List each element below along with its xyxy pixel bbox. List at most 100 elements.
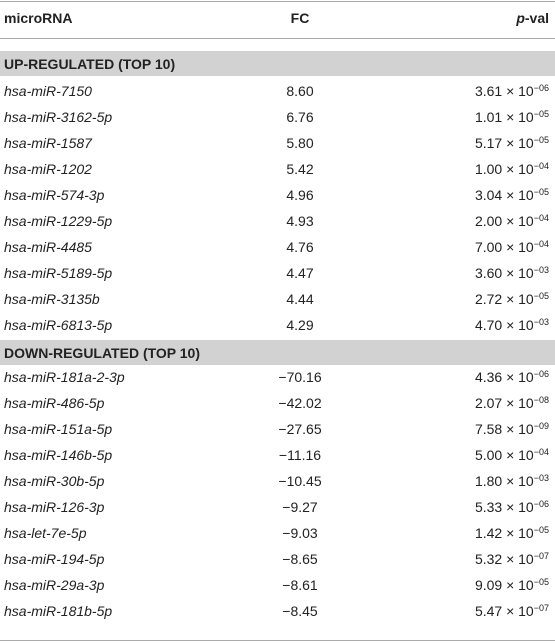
header-pval-italic: p bbox=[516, 10, 525, 26]
fold-change: 4.96 bbox=[286, 187, 314, 203]
microrna-name: hsa-miR-5189-5p bbox=[4, 265, 113, 281]
header-fc: FC bbox=[290, 10, 310, 26]
p-value: 4.70 × 10−03 bbox=[475, 315, 549, 335]
p-value-mantissa: 2.00 × 10 bbox=[474, 213, 534, 229]
p-value-exponent: −08 bbox=[533, 395, 549, 405]
p-value: 2.00 × 10−04 bbox=[475, 211, 549, 231]
microrna-name: hsa-miR-7150 bbox=[4, 83, 92, 99]
p-value: 1.80 × 10−03 bbox=[475, 471, 549, 491]
p-value-mantissa: 7.58 × 10 bbox=[474, 421, 534, 437]
p-value-exponent: −06 bbox=[533, 499, 549, 509]
p-value-mantissa: 7.00 × 10 bbox=[474, 239, 534, 255]
fold-change: −70.16 bbox=[278, 369, 322, 385]
p-value: 3.61 × 10−06 bbox=[475, 81, 549, 101]
p-value-exponent: −07 bbox=[533, 551, 549, 561]
p-value: 5.47 × 10−07 bbox=[475, 601, 549, 621]
p-value-exponent: −07 bbox=[533, 603, 549, 613]
p-value: 2.07 × 10−08 bbox=[475, 393, 549, 413]
p-value-mantissa: 5.32 × 10 bbox=[474, 551, 534, 567]
section-title: DOWN-REGULATED (TOP 10) bbox=[4, 345, 201, 361]
microrna-name: hsa-miR-181b-5p bbox=[4, 603, 113, 619]
header-pval-text: -val bbox=[524, 10, 549, 26]
p-value-exponent: −04 bbox=[533, 213, 549, 223]
p-value: 5.33 × 10−06 bbox=[475, 497, 549, 517]
p-value-mantissa: 3.04 × 10 bbox=[474, 187, 534, 203]
p-value: 4.36 × 10−06 bbox=[475, 367, 549, 387]
p-value-exponent: −03 bbox=[533, 317, 549, 327]
fold-change: −10.45 bbox=[278, 473, 322, 489]
microrna-name: hsa-miR-194-5p bbox=[4, 551, 105, 567]
fold-change: −27.65 bbox=[278, 421, 322, 437]
p-value-mantissa: 5.33 × 10 bbox=[474, 499, 534, 515]
p-value-mantissa: 5.47 × 10 bbox=[474, 603, 534, 619]
p-value-exponent: −05 bbox=[533, 291, 549, 301]
p-value-exponent: −03 bbox=[533, 473, 549, 483]
microrna-name: hsa-miR-4485 bbox=[4, 239, 92, 255]
p-value: 5.17 × 10−05 bbox=[475, 133, 549, 153]
microrna-name: hsa-miR-146b-5p bbox=[4, 447, 113, 463]
microrna-name: hsa-miR-574-3p bbox=[4, 187, 105, 203]
p-value: 5.32 × 10−07 bbox=[475, 549, 549, 569]
fold-change: 5.42 bbox=[286, 161, 314, 177]
p-value: 5.00 × 10−04 bbox=[475, 445, 549, 465]
section-band bbox=[0, 51, 555, 76]
microrna-name: hsa-miR-181a-2-3p bbox=[4, 369, 125, 385]
header-pval: p-val bbox=[516, 8, 549, 28]
p-value-mantissa: 2.07 × 10 bbox=[474, 395, 534, 411]
microrna-name: hsa-miR-486-5p bbox=[4, 395, 105, 411]
p-value-exponent: −05 bbox=[533, 187, 549, 197]
microrna-name: hsa-miR-1229-5p bbox=[4, 213, 113, 229]
p-value: 9.09 × 10−05 bbox=[475, 575, 549, 595]
p-value: 1.00 × 10−04 bbox=[475, 159, 549, 179]
microrna-name: hsa-miR-1202 bbox=[4, 161, 92, 177]
fold-change: −8.45 bbox=[282, 603, 318, 619]
p-value-exponent: −05 bbox=[533, 577, 549, 587]
p-value-exponent: −06 bbox=[533, 83, 549, 93]
p-value-exponent: −04 bbox=[533, 239, 549, 249]
p-value-mantissa: 4.36 × 10 bbox=[474, 369, 534, 385]
p-value-mantissa: 3.61 × 10 bbox=[474, 83, 534, 99]
microrna-name: hsa-let-7e-5p bbox=[4, 525, 87, 541]
section-band bbox=[0, 340, 555, 365]
p-value-mantissa: 9.09 × 10 bbox=[474, 577, 534, 593]
p-value-exponent: −03 bbox=[533, 265, 549, 275]
p-value-mantissa: 4.70 × 10 bbox=[474, 317, 534, 333]
p-value-mantissa: 1.80 × 10 bbox=[474, 473, 534, 489]
p-value: 1.42 × 10−05 bbox=[475, 523, 549, 543]
fold-change: 5.80 bbox=[286, 135, 314, 151]
p-value-mantissa: 1.00 × 10 bbox=[474, 161, 534, 177]
microrna-name: hsa-miR-30b-5p bbox=[4, 473, 105, 489]
microrna-name: hsa-miR-6813-5p bbox=[4, 317, 113, 333]
microrna-name: hsa-miR-3162-5p bbox=[4, 109, 113, 125]
header-rule bbox=[0, 38, 555, 39]
fold-change: −8.61 bbox=[282, 577, 318, 593]
p-value: 7.58 × 10−09 bbox=[475, 419, 549, 439]
fold-change: 4.76 bbox=[286, 239, 314, 255]
microrna-name: hsa-miR-29a-3p bbox=[4, 577, 105, 593]
p-value-exponent: −04 bbox=[533, 161, 549, 171]
p-value: 3.60 × 10−03 bbox=[475, 263, 549, 283]
fold-change: 8.60 bbox=[286, 83, 314, 99]
fold-change: −9.27 bbox=[282, 499, 318, 515]
header-microrna: microRNA bbox=[4, 10, 73, 26]
p-value-mantissa: 5.00 × 10 bbox=[474, 447, 534, 463]
p-value-mantissa: 1.42 × 10 bbox=[474, 525, 534, 541]
fold-change: 4.44 bbox=[286, 291, 314, 307]
p-value-exponent: −09 bbox=[533, 421, 549, 431]
microrna-name: hsa-miR-1587 bbox=[4, 135, 92, 151]
top-rule bbox=[0, 1, 555, 2]
fold-change: 4.93 bbox=[286, 213, 314, 229]
p-value: 2.72 × 10−05 bbox=[475, 289, 549, 309]
p-value-mantissa: 2.72 × 10 bbox=[474, 291, 534, 307]
p-value-exponent: −04 bbox=[533, 447, 549, 457]
p-value: 7.00 × 10−04 bbox=[475, 237, 549, 257]
fold-change: −42.02 bbox=[278, 395, 322, 411]
microrna-name: hsa-miR-151a-5p bbox=[4, 421, 113, 437]
p-value-mantissa: 3.60 × 10 bbox=[474, 265, 534, 281]
p-value-exponent: −05 bbox=[533, 109, 549, 119]
p-value-mantissa: 1.01 × 10 bbox=[474, 109, 534, 125]
p-value: 1.01 × 10−05 bbox=[475, 107, 549, 127]
p-value-exponent: −06 bbox=[533, 369, 549, 379]
bottom-rule bbox=[0, 640, 555, 641]
